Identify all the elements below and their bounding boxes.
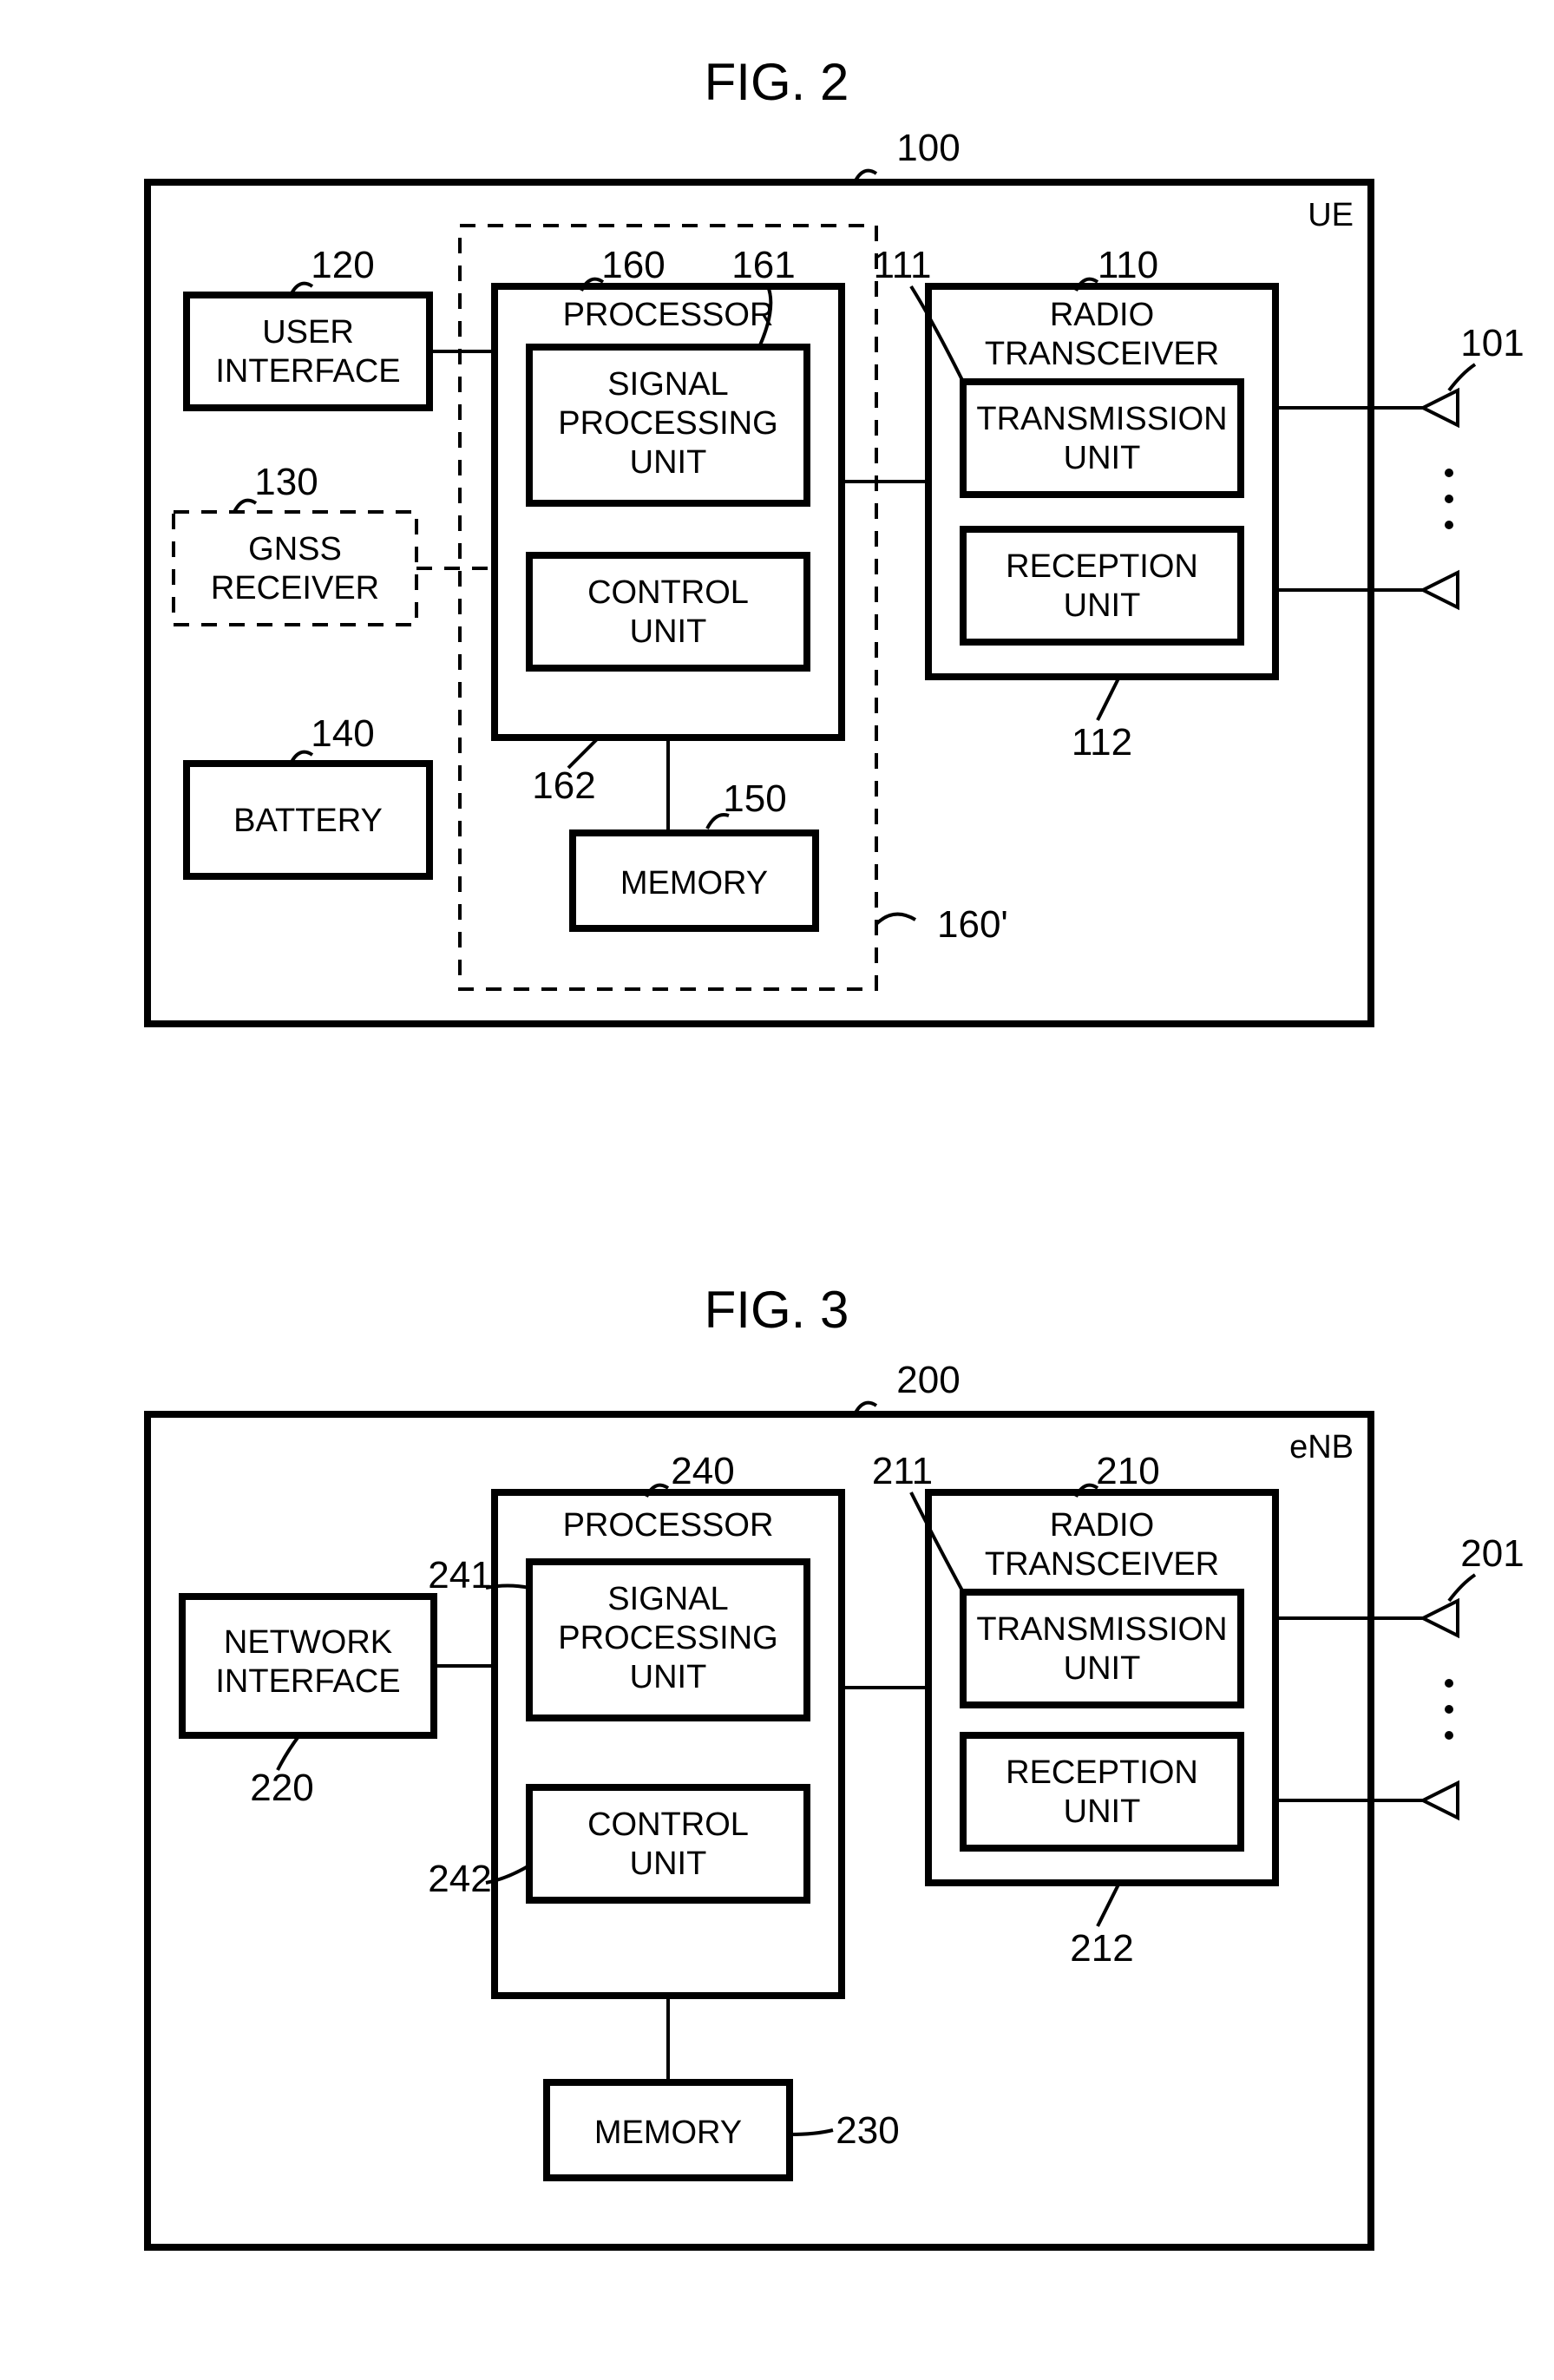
svg-text:RADIO: RADIO bbox=[1050, 1507, 1154, 1544]
fig3-processor-box bbox=[495, 1492, 842, 1996]
fig2-gnss-ref: 130 bbox=[254, 461, 318, 503]
fig2-user-interface-l1: USER bbox=[262, 314, 354, 351]
fig2-control-ref: 162 bbox=[532, 764, 595, 807]
fig2-outer-ref: 100 bbox=[896, 127, 960, 169]
svg-text:CONTROL: CONTROL bbox=[587, 1806, 749, 1843]
svg-text:SIGNAL: SIGNAL bbox=[607, 366, 728, 403]
svg-text:TRANSMISSION: TRANSMISSION bbox=[976, 1611, 1227, 1648]
fig3-tx-ref: 211 bbox=[872, 1450, 933, 1492]
fig2: FIG. 2 UE 100 160' USER INTERFACE 120 GN… bbox=[148, 53, 1524, 1024]
fig2-gnss-l2: RECEIVER bbox=[211, 570, 379, 606]
fig2-tx-ref: 111 bbox=[874, 244, 932, 286]
svg-text:RADIO: RADIO bbox=[1050, 297, 1154, 333]
fig3-sigproc-ref: 241 bbox=[428, 1554, 491, 1597]
svg-text:NETWORK: NETWORK bbox=[224, 1624, 392, 1661]
fig3-antenna-top bbox=[1275, 1601, 1458, 1636]
fig3-netif-ref: 220 bbox=[250, 1767, 313, 1809]
fig2-antenna-bottom bbox=[1275, 573, 1458, 607]
fig2-battery-ref: 140 bbox=[311, 712, 374, 755]
fig3-antenna-bottom bbox=[1275, 1783, 1458, 1818]
fig2-processor-label: PROCESSOR bbox=[563, 297, 774, 333]
fig2-control-box bbox=[529, 555, 807, 668]
svg-text:PROCESSING: PROCESSING bbox=[558, 1620, 777, 1656]
fig3-processor-label: PROCESSOR bbox=[563, 1507, 774, 1544]
fig3-proc-ref: 240 bbox=[671, 1450, 734, 1492]
svg-text:TRANSMISSION: TRANSMISSION bbox=[976, 401, 1227, 437]
fig2-battery-label: BATTERY bbox=[233, 803, 383, 839]
svg-text:RECEPTION: RECEPTION bbox=[1006, 1754, 1198, 1791]
fig2-sigproc-ref: 161 bbox=[731, 244, 795, 286]
diagram-canvas: FIG. 2 UE 100 160' USER INTERFACE 120 GN… bbox=[0, 0, 1554, 2380]
fig3-outer-ref: 200 bbox=[896, 1359, 960, 1401]
svg-text:INTERFACE: INTERFACE bbox=[215, 1663, 400, 1700]
fig3-radio-ref: 210 bbox=[1096, 1450, 1159, 1492]
fig2-proc-ref: 160 bbox=[601, 244, 665, 286]
fig2-ui-ref: 120 bbox=[311, 244, 374, 286]
fig2-tx-box bbox=[963, 382, 1241, 495]
fig3-control-ref: 242 bbox=[428, 1858, 491, 1900]
fig2-title: FIG. 2 bbox=[705, 53, 849, 111]
fig3: FIG. 3 eNB 200 NETWORK INTERFACE 220 PRO… bbox=[148, 1281, 1524, 2247]
fig3-memory-label: MEMORY bbox=[594, 2114, 742, 2151]
fig3-title: FIG. 3 bbox=[705, 1281, 849, 1339]
fig3-rx-box bbox=[963, 1735, 1241, 1848]
svg-text:TRANSCEIVER: TRANSCEIVER bbox=[985, 336, 1219, 372]
svg-text:CONTROL: CONTROL bbox=[587, 574, 749, 611]
fig3-corner-label: eNB bbox=[1289, 1429, 1354, 1465]
fig2-gnss-box bbox=[174, 512, 416, 625]
fig3-memory-ref: 230 bbox=[836, 2109, 899, 2152]
svg-text:UNIT: UNIT bbox=[1064, 1650, 1141, 1687]
fig2-user-interface-l2: INTERFACE bbox=[215, 353, 400, 390]
fig3-rx-ref: 212 bbox=[1070, 1927, 1133, 1970]
fig2-dashed-ref: 160' bbox=[937, 903, 1008, 946]
svg-text:UNIT: UNIT bbox=[1064, 1793, 1141, 1830]
fig2-antenna-ref: 101 bbox=[1460, 322, 1524, 364]
fig2-radio-ref: 110 bbox=[1098, 244, 1158, 286]
fig2-gnss-l1: GNSS bbox=[248, 531, 342, 567]
fig3-tx-box bbox=[963, 1592, 1241, 1705]
fig3-antenna-ref: 201 bbox=[1460, 1532, 1524, 1575]
svg-text:UNIT: UNIT bbox=[1064, 440, 1141, 476]
fig2-memory-ref: 150 bbox=[723, 777, 786, 820]
svg-text:UNIT: UNIT bbox=[630, 1846, 707, 1882]
svg-text:PROCESSING: PROCESSING bbox=[558, 405, 777, 442]
fig2-antenna-top bbox=[1275, 390, 1458, 425]
fig2-corner-label: UE bbox=[1308, 197, 1354, 233]
svg-text:UNIT: UNIT bbox=[1064, 587, 1141, 624]
fig3-control-box bbox=[529, 1787, 807, 1900]
svg-text:TRANSCEIVER: TRANSCEIVER bbox=[985, 1546, 1219, 1583]
fig2-dashed-ref-hook bbox=[876, 915, 915, 924]
fig2-memory-label: MEMORY bbox=[620, 865, 768, 902]
svg-text:UNIT: UNIT bbox=[630, 1659, 707, 1695]
svg-text:UNIT: UNIT bbox=[630, 444, 707, 481]
fig2-user-interface-box bbox=[187, 295, 429, 408]
fig2-antenna-dot bbox=[1445, 469, 1453, 477]
fig2-rx-ref: 112 bbox=[1072, 721, 1132, 764]
svg-text:SIGNAL: SIGNAL bbox=[607, 1581, 728, 1617]
svg-text:UNIT: UNIT bbox=[630, 613, 707, 650]
svg-text:RECEPTION: RECEPTION bbox=[1006, 548, 1198, 585]
fig2-rx-box bbox=[963, 529, 1241, 642]
